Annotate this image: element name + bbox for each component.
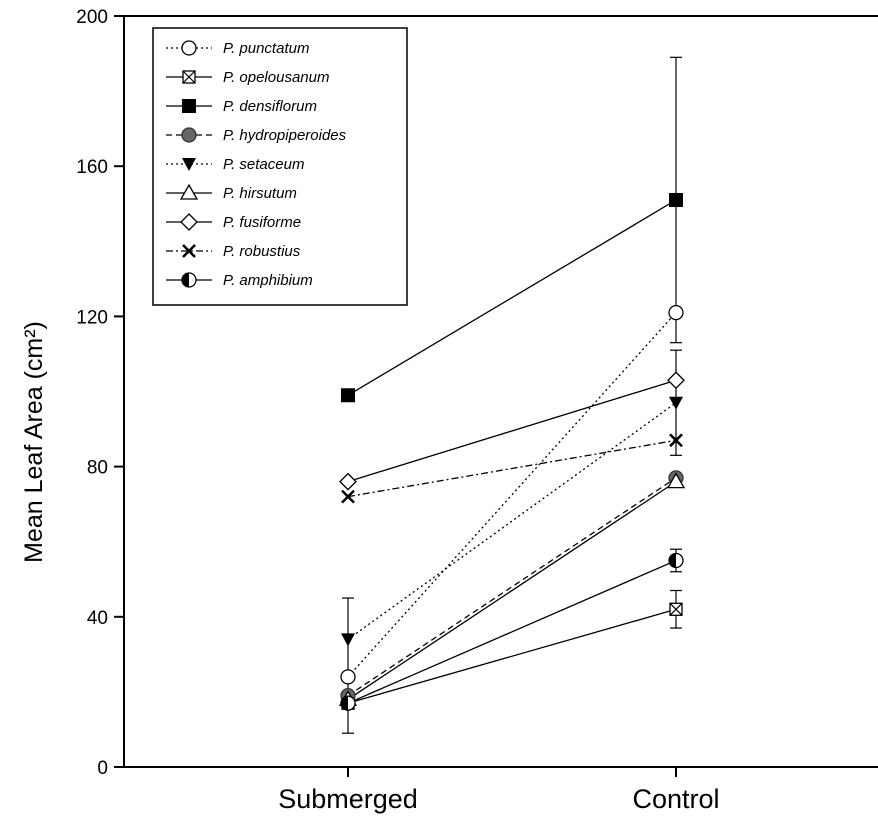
data-point	[669, 396, 683, 410]
data-point	[341, 489, 355, 504]
marker-shape	[179, 183, 199, 200]
legend-entry: P. fusiforme	[166, 213, 301, 231]
marker-fill	[669, 553, 676, 568]
data-point	[341, 388, 355, 403]
marker-cross	[669, 433, 683, 448]
data-point	[668, 552, 684, 569]
legend-label: P. fusiforme	[223, 214, 301, 231]
marker-shape	[182, 99, 196, 113]
legend: P. punctatum P. opelousanum P. densiflorum…	[152, 27, 408, 306]
series-line	[347, 312, 677, 678]
legend-marker	[182, 244, 196, 258]
y-tick-label: 40	[87, 608, 108, 629]
marker-shape	[180, 213, 198, 231]
data-point	[666, 472, 686, 489]
legend-entry: P. setaceum	[166, 156, 304, 173]
marker-shape	[341, 388, 355, 403]
series-layer	[338, 56, 686, 734]
legend-label: P. densiflorum	[223, 98, 317, 115]
legend-marker	[181, 272, 197, 288]
legend-marker	[182, 99, 196, 113]
marker-shape	[182, 158, 196, 171]
marker-fill	[341, 696, 348, 711]
marker-cross	[182, 70, 196, 84]
legend-marker	[180, 213, 198, 231]
marker-cross	[341, 489, 355, 504]
legend-label: P. hirsutum	[223, 185, 297, 202]
legend-marker	[181, 40, 197, 56]
marker-cross	[182, 244, 196, 258]
series-line	[347, 379, 677, 483]
x-tick-label: Control	[632, 784, 719, 814]
legend-label: P. opelousanum	[223, 69, 329, 86]
marker-shape	[669, 192, 683, 207]
y-tick-label: 80	[87, 458, 108, 479]
series-line	[347, 559, 677, 704]
legend-label: P. setaceum	[223, 156, 304, 173]
data-point	[340, 669, 356, 685]
marker-shape	[669, 396, 683, 410]
legend-label: P. robustius	[223, 243, 301, 260]
data-point	[669, 192, 683, 207]
legend-entry: P. hydropiperoides	[166, 127, 347, 144]
y-axis-label: Mean Leaf Area (cm²)	[20, 321, 48, 563]
series-line	[347, 608, 677, 704]
legend-entry: P. densiflorum	[166, 98, 317, 115]
data-point	[339, 472, 357, 491]
data-point	[668, 304, 684, 321]
legend-marker	[182, 70, 196, 84]
marker-shape	[339, 472, 357, 491]
legend-entry: P. punctatum	[166, 40, 309, 57]
y-tick-label: 200	[76, 7, 108, 28]
y-tick-label: 0	[97, 758, 108, 779]
series-line	[347, 439, 677, 498]
series-line	[347, 481, 677, 700]
data-point	[341, 633, 355, 647]
legend-label: P. punctatum	[223, 40, 309, 57]
marker-cross	[669, 602, 683, 616]
data-point	[669, 433, 683, 448]
legend-entry: P. amphibium	[166, 272, 313, 289]
legend-marker	[179, 183, 199, 200]
marker-shape	[668, 304, 684, 321]
marker-fill	[182, 273, 189, 287]
legend-entry: P. hirsutum	[166, 183, 297, 202]
legend-marker	[181, 127, 197, 143]
legend-label: P. amphibium	[223, 272, 313, 289]
marker-shape	[181, 127, 197, 143]
series-line	[347, 477, 677, 697]
series-line	[347, 199, 677, 396]
legend-label: P. hydropiperoides	[223, 127, 347, 144]
series-line	[347, 402, 677, 640]
legend-entry: P. robustius	[166, 243, 301, 260]
series-lines	[347, 199, 677, 704]
data-point	[340, 695, 356, 711]
data-point	[669, 602, 683, 616]
y-tick-label: 160	[76, 157, 108, 178]
y-tick-label: 120	[76, 307, 108, 328]
marker-shape	[667, 371, 685, 390]
axes: 0 40 80 120 160 200 Submerged Control	[76, 7, 878, 814]
legend-entry: P. opelousanum	[166, 69, 329, 86]
marker-shape	[181, 40, 197, 56]
x-tick-label: Submerged	[278, 784, 418, 814]
legend-marker	[182, 158, 196, 171]
marker-shape	[341, 633, 355, 647]
marker-shape	[340, 669, 356, 685]
series-markers	[338, 192, 686, 711]
data-point	[667, 371, 685, 390]
marker-shape	[666, 472, 686, 489]
